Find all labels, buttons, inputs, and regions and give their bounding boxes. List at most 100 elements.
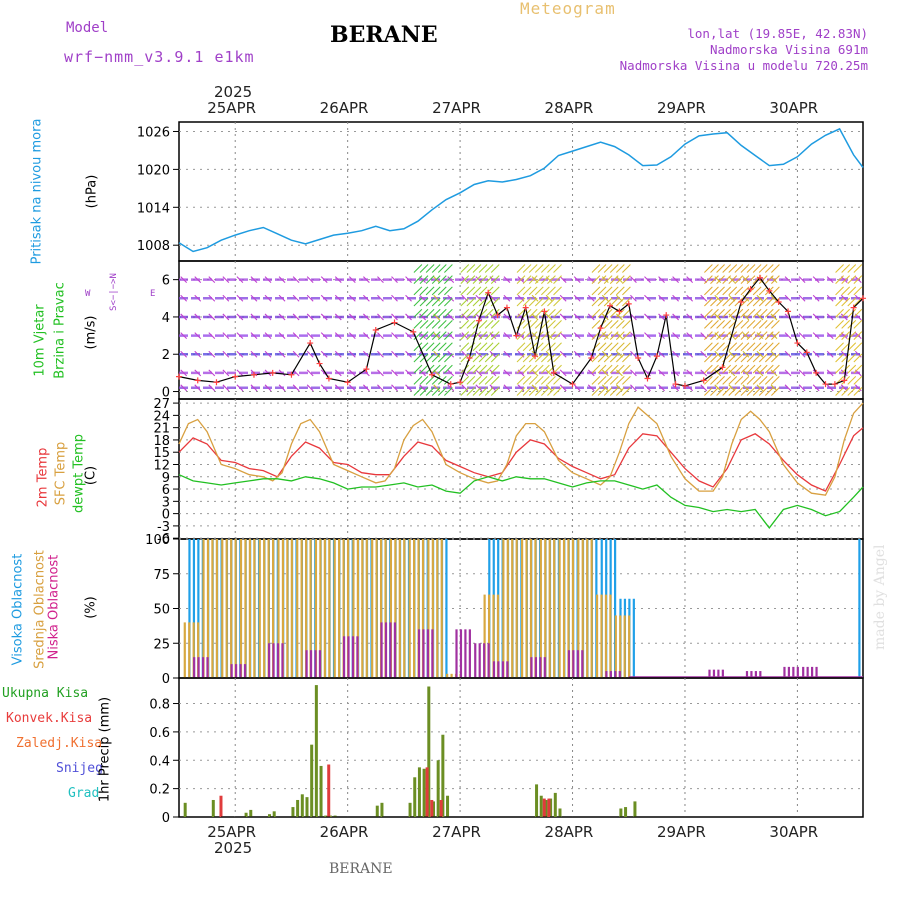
wind-barb [553,375,562,385]
top-date-label: 30APR [769,99,819,117]
wind-speed-marker [831,381,838,388]
wind-arrow [686,313,694,321]
panel-wind: 0 2 4 6 [162,260,866,401]
wind-barb [413,342,423,352]
panel-cloud: 0 25 50 75 100 [145,533,864,687]
wind-barb [847,375,857,385]
wind-arrow [348,294,356,302]
wind-arrow [658,276,665,284]
wind-speed-marker [785,308,792,315]
wind-barb [758,364,768,374]
page-title: BERANE [330,22,438,48]
wind-barb [466,331,476,340]
cloud-low-bar [309,650,313,678]
wind-barb [722,364,732,374]
wind-arrow [320,276,328,284]
wind-arrow [391,350,398,358]
wind-barb [746,342,756,352]
wind-barb [522,331,532,340]
cloud-mid-bar [277,539,280,678]
wind-arrow [798,350,806,358]
wind-barb [746,275,756,285]
cloud-mid-bar [234,539,237,678]
wind-barb [490,342,500,352]
cloud-low-bar [815,666,818,678]
cloud-low-bar [534,657,538,678]
cloud-mid-bar [371,539,374,678]
wind-arrow [405,313,412,321]
wind-barb [710,286,719,296]
wind-arrow [278,294,286,302]
wind-barb [591,320,601,329]
wind-barb [704,364,713,374]
wind-arrow [278,313,286,321]
wind-arrow [208,350,216,358]
wind-barb [431,342,441,352]
wind-barb [541,375,550,385]
wind-barb [413,364,423,374]
wind-speed-marker [269,369,276,376]
wind-barb [591,286,601,296]
wind-arrow [770,384,778,392]
wind-barb [752,308,762,318]
bottom-date-label: 29APR [656,823,706,841]
wind-barb [478,264,488,273]
wind-barb [472,275,482,285]
wind-barb [841,297,851,307]
wind-barb [853,364,863,374]
wind-barb [853,331,863,340]
wind-arrow [798,369,806,377]
wind-arrow [798,313,806,321]
wind-barb [704,264,713,273]
wind-arrow [531,294,539,302]
wind-barb [516,387,526,396]
wind-speed-marker [653,353,660,360]
wind-arrow [742,276,750,284]
wind-arrow [503,276,511,284]
wind-barb [444,286,453,296]
wind-barb [522,320,532,329]
wind-arrow [672,313,679,321]
wind-barb [853,308,863,318]
precip-total-bar [427,686,431,817]
wind-arrow [278,350,286,358]
wind-arrow [784,294,792,302]
wind-arrow [194,276,202,284]
cloud-low-bar [492,661,496,678]
wind-barb [728,308,738,318]
wind-arrow [672,276,679,284]
cloud-low-bar [468,629,471,678]
wind-arrow [700,384,708,392]
cloud-mid-bar [571,539,575,678]
top-date-label: 26APR [319,99,369,117]
wind-arrow [630,276,637,284]
precip-total-bar [380,802,384,817]
wind-barb [716,264,725,273]
wind-barb [841,353,851,363]
cloud-mid-bar [211,539,214,678]
wind-barb [547,275,556,285]
wind-barb [758,308,768,318]
wind-barb [740,308,750,318]
wind-barb [722,331,732,340]
wind-arrow [644,276,651,284]
wind-arrow [826,294,834,302]
cloud-mid-bar [346,539,350,678]
wind-barb [835,275,844,285]
wind-arrow [222,294,230,302]
wind-speed-marker [363,366,370,373]
wind-arrow [714,369,722,377]
wind-arrow [292,313,300,321]
wind-barb [835,342,844,352]
wind-speed-marker [503,304,510,311]
wind-barb [771,375,780,385]
wind-barb [710,342,719,352]
wind-barb [704,342,713,352]
wind-barb [704,275,713,285]
cloud-mid-bar [403,539,406,678]
wind-barb [444,297,453,307]
wind-arrow [377,294,384,302]
cloud-high-bar [197,539,200,678]
wind-arrow [306,313,314,321]
wind-barb [758,264,768,273]
